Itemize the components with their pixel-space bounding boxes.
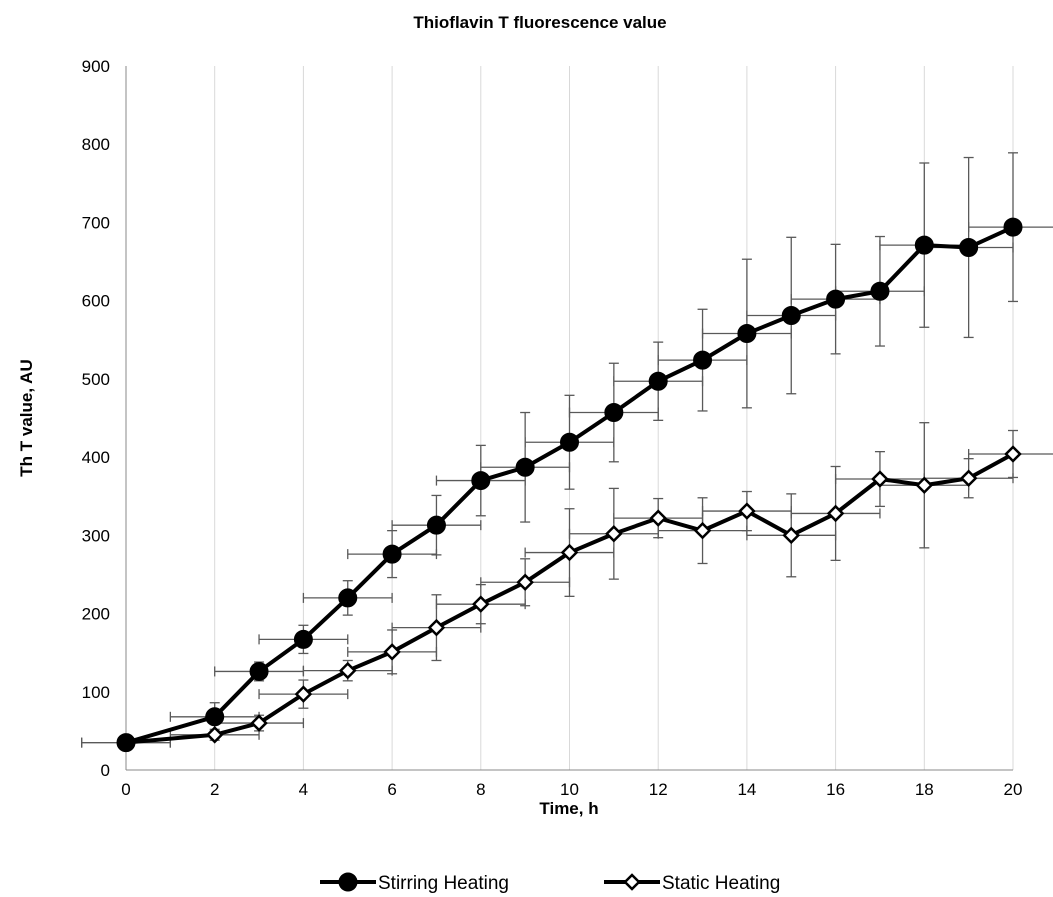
data-point: [294, 685, 313, 703]
x-tick-labels: 0 2 4 6 8 10 12 14 16 18 20: [121, 780, 1022, 799]
data-point: [382, 544, 402, 564]
y-tick-labels: 0 100 200 300 400 500 600 700 800 900: [82, 57, 110, 780]
x-tick-label: 8: [476, 780, 485, 799]
data-point: [604, 403, 624, 423]
data-point: [338, 588, 358, 608]
data-point: [605, 525, 623, 543]
data-point: [515, 457, 535, 477]
data-point: [516, 573, 534, 592]
x-tick-label: 14: [737, 780, 756, 799]
x-tick-label: 20: [1004, 780, 1023, 799]
legend-marker: [623, 873, 641, 891]
y-tick-label: 500: [82, 370, 110, 389]
y-tick-label: 200: [82, 605, 110, 624]
series-line: [125, 452, 1014, 745]
data-point: [914, 235, 934, 255]
data-point: [560, 543, 579, 562]
y-axis-label: Th T value, AU: [17, 359, 36, 476]
data-point: [249, 661, 269, 681]
x-tick-label: 16: [826, 780, 845, 799]
y-tick-label: 400: [82, 448, 110, 467]
data-point: [870, 281, 890, 301]
data-point: [250, 714, 268, 732]
data-point: [1004, 445, 1022, 463]
axes: [125, 66, 1013, 771]
data-point: [738, 502, 756, 520]
x-tick-label: 0: [121, 780, 130, 799]
data-point: [737, 324, 757, 344]
x-axis-label: Time, h: [539, 799, 598, 818]
data-point: [116, 733, 136, 753]
data-point: [472, 595, 490, 613]
data-point: [427, 618, 446, 637]
data-point: [383, 643, 401, 661]
data-point: [782, 526, 801, 545]
x-tick-label: 18: [915, 780, 934, 799]
data-point: [649, 509, 667, 527]
x-tick-label: 4: [299, 780, 308, 799]
legend-label: Stirring Heating: [378, 873, 509, 894]
data-point: [426, 515, 446, 535]
y-tick-label: 800: [82, 135, 110, 154]
data-point: [560, 432, 579, 452]
y-tick-label: 700: [82, 213, 110, 232]
x-tick-label: 2: [210, 780, 219, 799]
data-point: [693, 521, 712, 540]
data-point: [693, 350, 713, 370]
data-point: [648, 371, 668, 391]
y-tick-label: 100: [82, 683, 110, 702]
legend: Stirring Heating Static Heating: [320, 872, 780, 894]
data-point: [826, 289, 846, 309]
data-point: [959, 469, 978, 487]
data-point: [205, 726, 224, 744]
data-point: [1003, 217, 1023, 237]
x-tick-label: 6: [387, 780, 396, 799]
y-tick-label: 600: [82, 292, 110, 311]
data-point: [471, 471, 491, 491]
y-tick-label: 0: [101, 761, 110, 780]
data-point: [781, 306, 801, 326]
series-markers: [116, 217, 1023, 753]
legend-marker: [338, 872, 358, 892]
x-tick-label: 10: [560, 780, 579, 799]
chart-title: Thioflavin T fluorescence value: [413, 13, 666, 32]
data-point: [915, 476, 934, 495]
data-point: [959, 237, 979, 257]
data-point: [293, 629, 313, 649]
y-tick-label: 900: [82, 57, 110, 76]
y-tick-label: 300: [82, 526, 110, 545]
data-point: [338, 661, 357, 680]
data-point: [826, 504, 845, 523]
data-point: [871, 470, 889, 488]
legend-label: Static Heating: [662, 873, 780, 894]
x-tick-label: 12: [649, 780, 668, 799]
data-point: [205, 707, 225, 727]
